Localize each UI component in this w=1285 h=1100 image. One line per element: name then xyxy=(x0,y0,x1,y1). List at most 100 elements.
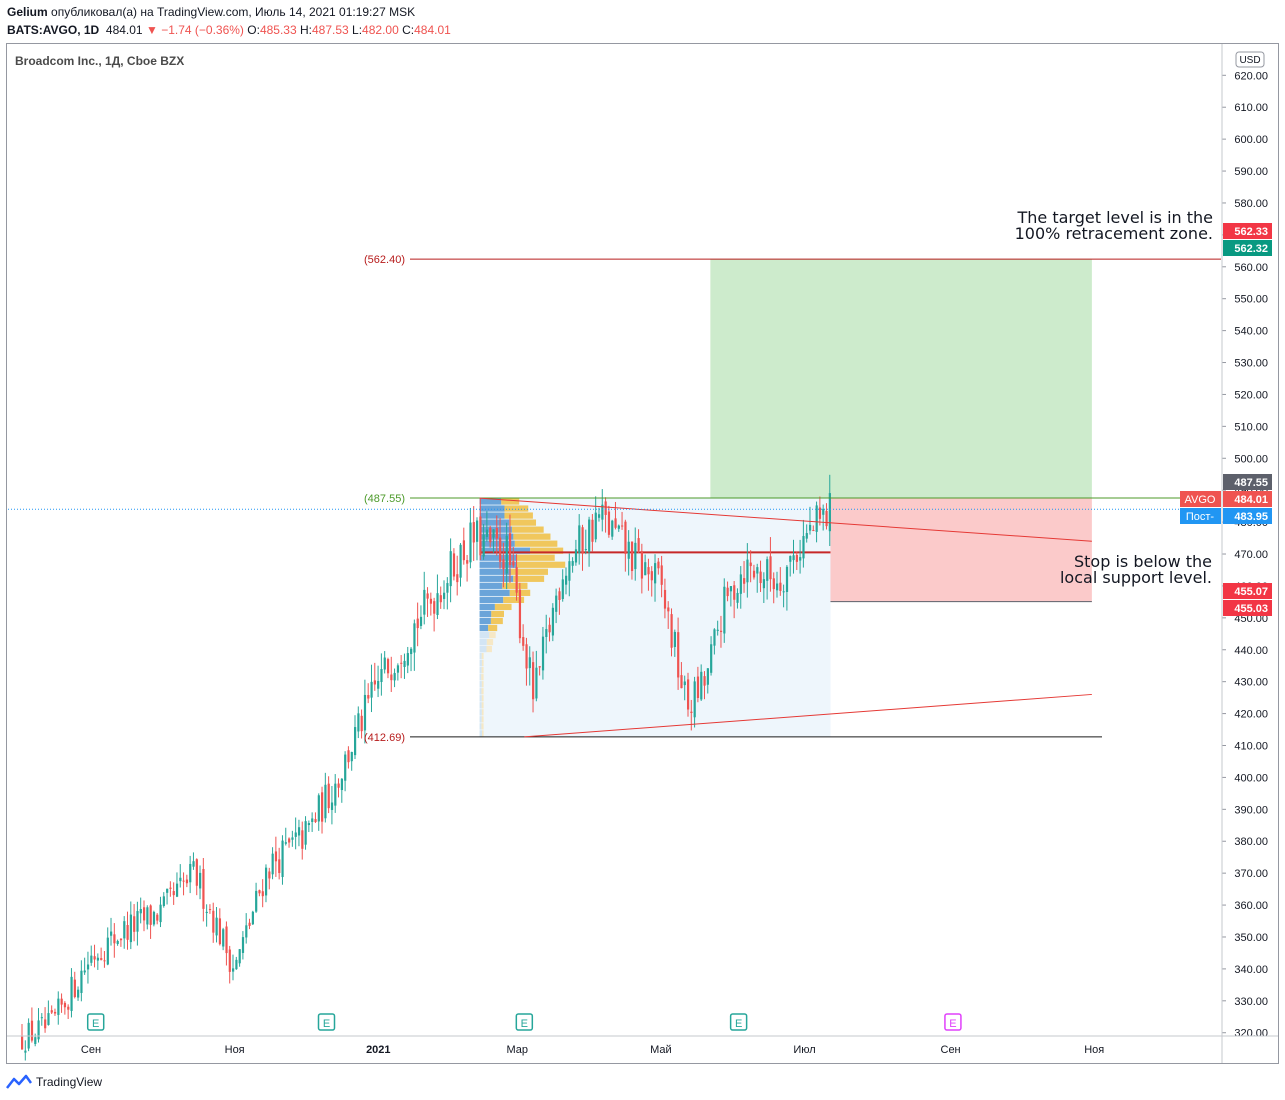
candle-body xyxy=(799,557,802,561)
candle-body xyxy=(795,555,798,562)
candle-body xyxy=(222,929,225,947)
candle-body xyxy=(551,607,555,636)
profile-bar-up xyxy=(479,547,531,554)
y-tick-label: 390.00 xyxy=(1234,804,1268,816)
candle-body xyxy=(456,574,459,583)
candle-body xyxy=(24,1050,27,1053)
author-name[interactable]: Gelium xyxy=(7,5,48,19)
price-change: −1.74 (−0.36%) xyxy=(161,23,244,37)
profile-bar-up xyxy=(479,582,503,589)
candle-body xyxy=(110,931,113,936)
candle-body xyxy=(492,529,495,538)
profile-bar-down xyxy=(503,596,525,604)
target-zone xyxy=(710,259,1092,499)
candle-body xyxy=(525,644,528,669)
earnings-icon xyxy=(317,1013,336,1031)
candle-body xyxy=(57,998,60,1015)
profile-bar-up xyxy=(479,610,492,618)
candle-body xyxy=(113,934,116,944)
candle-body xyxy=(126,925,129,940)
candle-body xyxy=(749,562,752,567)
annotation-line: 100% retracement zone. xyxy=(1015,224,1213,243)
candle-body xyxy=(413,623,416,653)
candle-body xyxy=(776,583,779,591)
published-text: опубликовал(а) на TradingView.com, Июль … xyxy=(51,5,416,19)
candle-body xyxy=(255,890,258,912)
candle-body xyxy=(37,1020,40,1040)
profile-bar-up xyxy=(479,526,512,533)
currency-label: USD xyxy=(1239,55,1260,66)
candle-body xyxy=(60,998,63,1005)
x-tick-label: Сен xyxy=(941,1044,961,1056)
candle-body xyxy=(558,591,561,600)
candle-body xyxy=(205,911,208,914)
footer-brand[interactable]: TradingView xyxy=(36,1075,103,1089)
profile-bar-down xyxy=(530,547,564,554)
candle-body xyxy=(657,561,660,569)
earnings-icon xyxy=(515,1013,534,1031)
price-tag xyxy=(1223,600,1272,616)
y-tick-label: 440.00 xyxy=(1234,645,1268,657)
candle-body xyxy=(288,838,291,843)
candle-body xyxy=(518,589,522,639)
candle-body xyxy=(693,681,696,718)
profile-bar-down xyxy=(516,554,555,561)
candle-body xyxy=(673,631,677,648)
candle-body xyxy=(700,671,703,700)
profile-bar-up xyxy=(479,603,495,611)
candle-body xyxy=(103,960,106,962)
profile-bar-down xyxy=(481,652,484,660)
candle-body xyxy=(278,859,281,874)
candle-body xyxy=(261,891,264,897)
candle-body xyxy=(719,630,723,633)
earnings-label: E xyxy=(735,1018,742,1030)
profile-bar-up xyxy=(479,638,487,646)
candle-body xyxy=(212,910,215,933)
low-label: L: xyxy=(352,23,363,37)
candle-body xyxy=(769,556,772,580)
open-label: O: xyxy=(247,23,260,37)
candle-body xyxy=(149,905,152,925)
profile-bar-up xyxy=(479,652,482,660)
candle-body xyxy=(86,964,90,970)
candle-body xyxy=(614,518,617,528)
candle-body xyxy=(238,949,241,964)
currency-badge xyxy=(1235,51,1265,68)
profile-bar-down xyxy=(501,498,520,505)
candle-body xyxy=(185,879,189,884)
candle-body xyxy=(555,595,558,612)
price-chart[interactable]: (562.40) (487.55) (412.69) 320.00 330.00 340… xyxy=(0,0,1285,1070)
profile-bar-down xyxy=(502,582,528,589)
profile-bar-up xyxy=(479,498,502,505)
candle-body xyxy=(294,832,297,837)
candle-body xyxy=(271,853,274,875)
candle-body xyxy=(202,868,205,909)
profile-bar-down xyxy=(511,526,544,533)
profile-bar-down xyxy=(490,617,503,625)
candle-body xyxy=(502,559,505,570)
close-value: 484.01 xyxy=(414,23,451,37)
candle-body xyxy=(297,827,301,836)
price-tag xyxy=(1223,474,1272,490)
candle-body xyxy=(822,508,825,515)
candle-body xyxy=(419,616,423,626)
candle-body xyxy=(449,551,452,587)
candle-body xyxy=(472,522,475,543)
volume-profile-layer xyxy=(479,498,831,737)
profile-bar-down xyxy=(481,730,484,737)
earnings-icon xyxy=(86,1013,105,1031)
candle-body xyxy=(360,715,363,732)
price-tags-layer: 562.33 562.32 487.55 AVGO 484.01 Пост- 483.95 4… xyxy=(1180,223,1272,616)
candle-body xyxy=(334,783,337,806)
candle-body xyxy=(601,504,604,520)
candle-body xyxy=(264,867,268,896)
candle-body xyxy=(189,863,192,883)
candle-body xyxy=(80,970,83,993)
candle-body xyxy=(403,660,406,667)
y-tick-label: 380.00 xyxy=(1234,836,1268,848)
profile-bar-up xyxy=(479,554,517,561)
candle-body xyxy=(228,949,231,972)
candle-body xyxy=(733,585,736,600)
candle-body xyxy=(495,527,498,539)
profile-bar-up xyxy=(479,702,482,709)
